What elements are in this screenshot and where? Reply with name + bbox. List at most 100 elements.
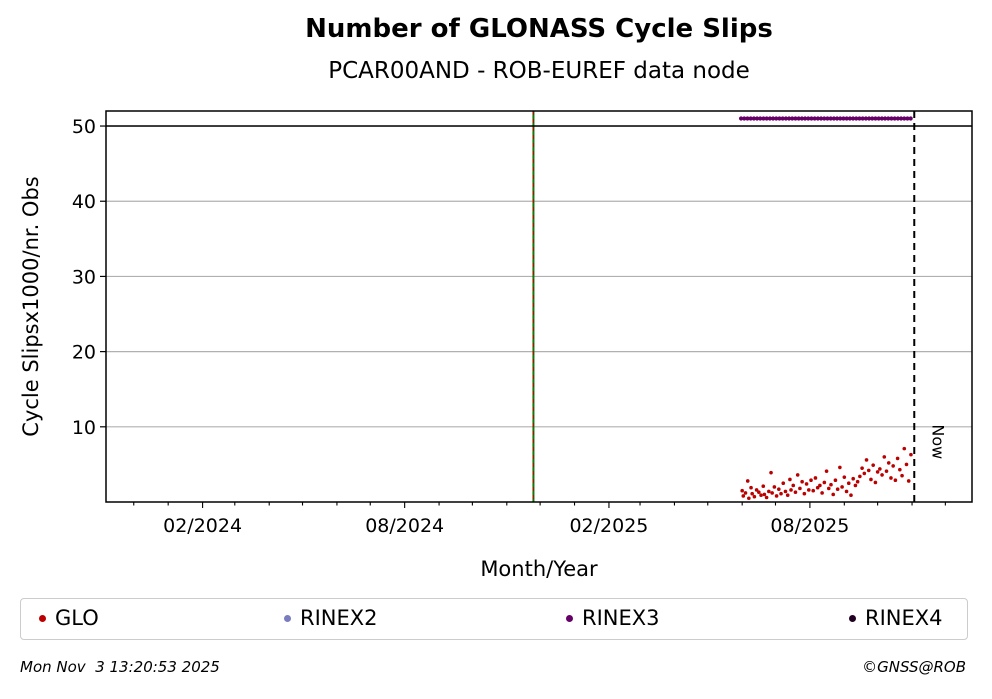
data-point-glo xyxy=(842,475,847,479)
data-point-glo xyxy=(806,488,811,492)
data-point-glo xyxy=(875,470,880,474)
data-point-rinex3 xyxy=(905,116,910,121)
data-point-glo xyxy=(882,455,887,459)
data-point-rinex3 xyxy=(831,116,836,121)
data-point-glo xyxy=(759,493,763,498)
data-point-rinex3 xyxy=(806,116,811,121)
data-point-glo xyxy=(855,479,860,484)
data-point-glo xyxy=(749,485,753,490)
data-point-rinex3 xyxy=(790,116,795,121)
data-point-rinex3 xyxy=(770,116,776,121)
data-point-rinex3 xyxy=(908,116,913,121)
data-point-rinex3 xyxy=(796,116,801,121)
data-point-glo xyxy=(860,466,864,470)
data-point-glo xyxy=(791,483,796,488)
data-point-rinex3 xyxy=(882,116,888,121)
legend-marker xyxy=(566,614,573,622)
data-point-glo xyxy=(833,478,838,482)
data-point-rinex3 xyxy=(786,116,792,121)
data-point-glo xyxy=(818,483,822,488)
data-point-rinex3 xyxy=(898,116,904,121)
data-point-glo xyxy=(858,474,862,479)
data-point-rinex3 xyxy=(895,116,900,121)
data-point-glo xyxy=(862,471,867,476)
data-point-glo xyxy=(764,495,769,500)
data-point-glo xyxy=(743,491,748,495)
data-point-glo xyxy=(750,491,754,496)
data-point-glo xyxy=(824,469,829,473)
plot-frame xyxy=(105,110,973,503)
data-point-glo xyxy=(741,494,746,498)
data-point-rinex3 xyxy=(780,116,785,121)
data-point-glo xyxy=(884,469,889,473)
data-point-glo xyxy=(873,480,878,485)
data-point-glo xyxy=(788,477,792,482)
data-point-glo xyxy=(798,486,802,491)
data-point-glo xyxy=(864,458,869,462)
legend-item-rinex3: RINEX3 xyxy=(566,606,660,630)
data-point-rinex3 xyxy=(870,116,875,121)
legend-label: RINEX2 xyxy=(300,606,378,630)
data-point-glo xyxy=(844,489,849,494)
data-point-rinex3 xyxy=(774,116,779,121)
footer-credit: ©GNSS@ROB xyxy=(862,658,966,676)
data-point-glo xyxy=(878,467,882,471)
data-point-glo xyxy=(904,462,909,467)
data-point-glo xyxy=(849,493,853,498)
data-point-rinex3 xyxy=(822,116,827,121)
data-point-glo xyxy=(783,489,788,494)
data-point-rinex3 xyxy=(764,116,769,121)
data-point-glo xyxy=(795,473,800,477)
data-point-rinex3 xyxy=(767,116,772,121)
data-point-rinex3 xyxy=(886,116,891,121)
data-point-glo xyxy=(869,477,873,482)
data-point-rinex3 xyxy=(825,116,830,121)
data-point-glo xyxy=(789,488,793,492)
chart-subtitle: PCAR00AND - ROB-EUREF data node xyxy=(328,58,750,84)
chart-title: Number of GLONASS Cycle Slips xyxy=(305,14,773,44)
data-point-rinex3 xyxy=(818,116,824,121)
data-point-rinex3 xyxy=(799,116,804,121)
data-point-glo xyxy=(762,492,767,497)
data-point-glo xyxy=(769,470,773,475)
data-point-rinex3 xyxy=(866,116,872,121)
y-axis-label: Cycle Slipsx1000/nr. Obs xyxy=(19,176,43,436)
data-point-glo xyxy=(891,464,895,468)
data-point-glo xyxy=(846,481,851,486)
data-point-glo xyxy=(840,485,844,489)
data-point-glo xyxy=(895,456,900,461)
data-point-rinex3 xyxy=(860,116,865,121)
legend-marker xyxy=(39,614,46,622)
axes: 10 20 30 40 50 02/2024 08/2024 02/2025 08/2025 xyxy=(72,116,946,537)
legend-label: RINEX3 xyxy=(582,606,660,630)
data-point-glo xyxy=(815,485,820,490)
data-point-rinex3 xyxy=(738,116,744,121)
data-point-glo xyxy=(880,473,884,477)
legend-marker xyxy=(284,614,291,622)
footer-timestamp: Mon Nov 3 13:20:53 2025 xyxy=(20,658,220,676)
data-point-rinex3 xyxy=(758,116,763,121)
legend-marker xyxy=(849,614,856,622)
y-tick-label: 30 xyxy=(72,266,96,288)
y-tick-label: 40 xyxy=(72,191,96,213)
now-label: Now xyxy=(928,424,947,459)
data-point-glo xyxy=(785,493,790,498)
data-point-glo xyxy=(800,479,804,484)
data-point-glo xyxy=(902,446,907,451)
data-point-glo xyxy=(752,494,757,499)
data-point-rinex3 xyxy=(854,116,859,121)
data-point-rinex3 xyxy=(777,116,782,121)
data-point-glo xyxy=(906,479,911,483)
data-point-rinex3 xyxy=(879,116,884,121)
data-point-glo xyxy=(781,481,786,486)
data-point-rinex3 xyxy=(754,116,760,121)
x-tick-label: 02/2025 xyxy=(569,515,648,537)
legend-label: RINEX4 xyxy=(865,606,943,630)
data-point-glo xyxy=(900,473,904,478)
y-tick-label: 20 xyxy=(72,342,96,364)
data-point-glo xyxy=(820,491,824,495)
y-tick-label: 10 xyxy=(72,417,96,439)
data-point-glo xyxy=(779,491,783,496)
data-point-rinex3 xyxy=(902,116,907,121)
